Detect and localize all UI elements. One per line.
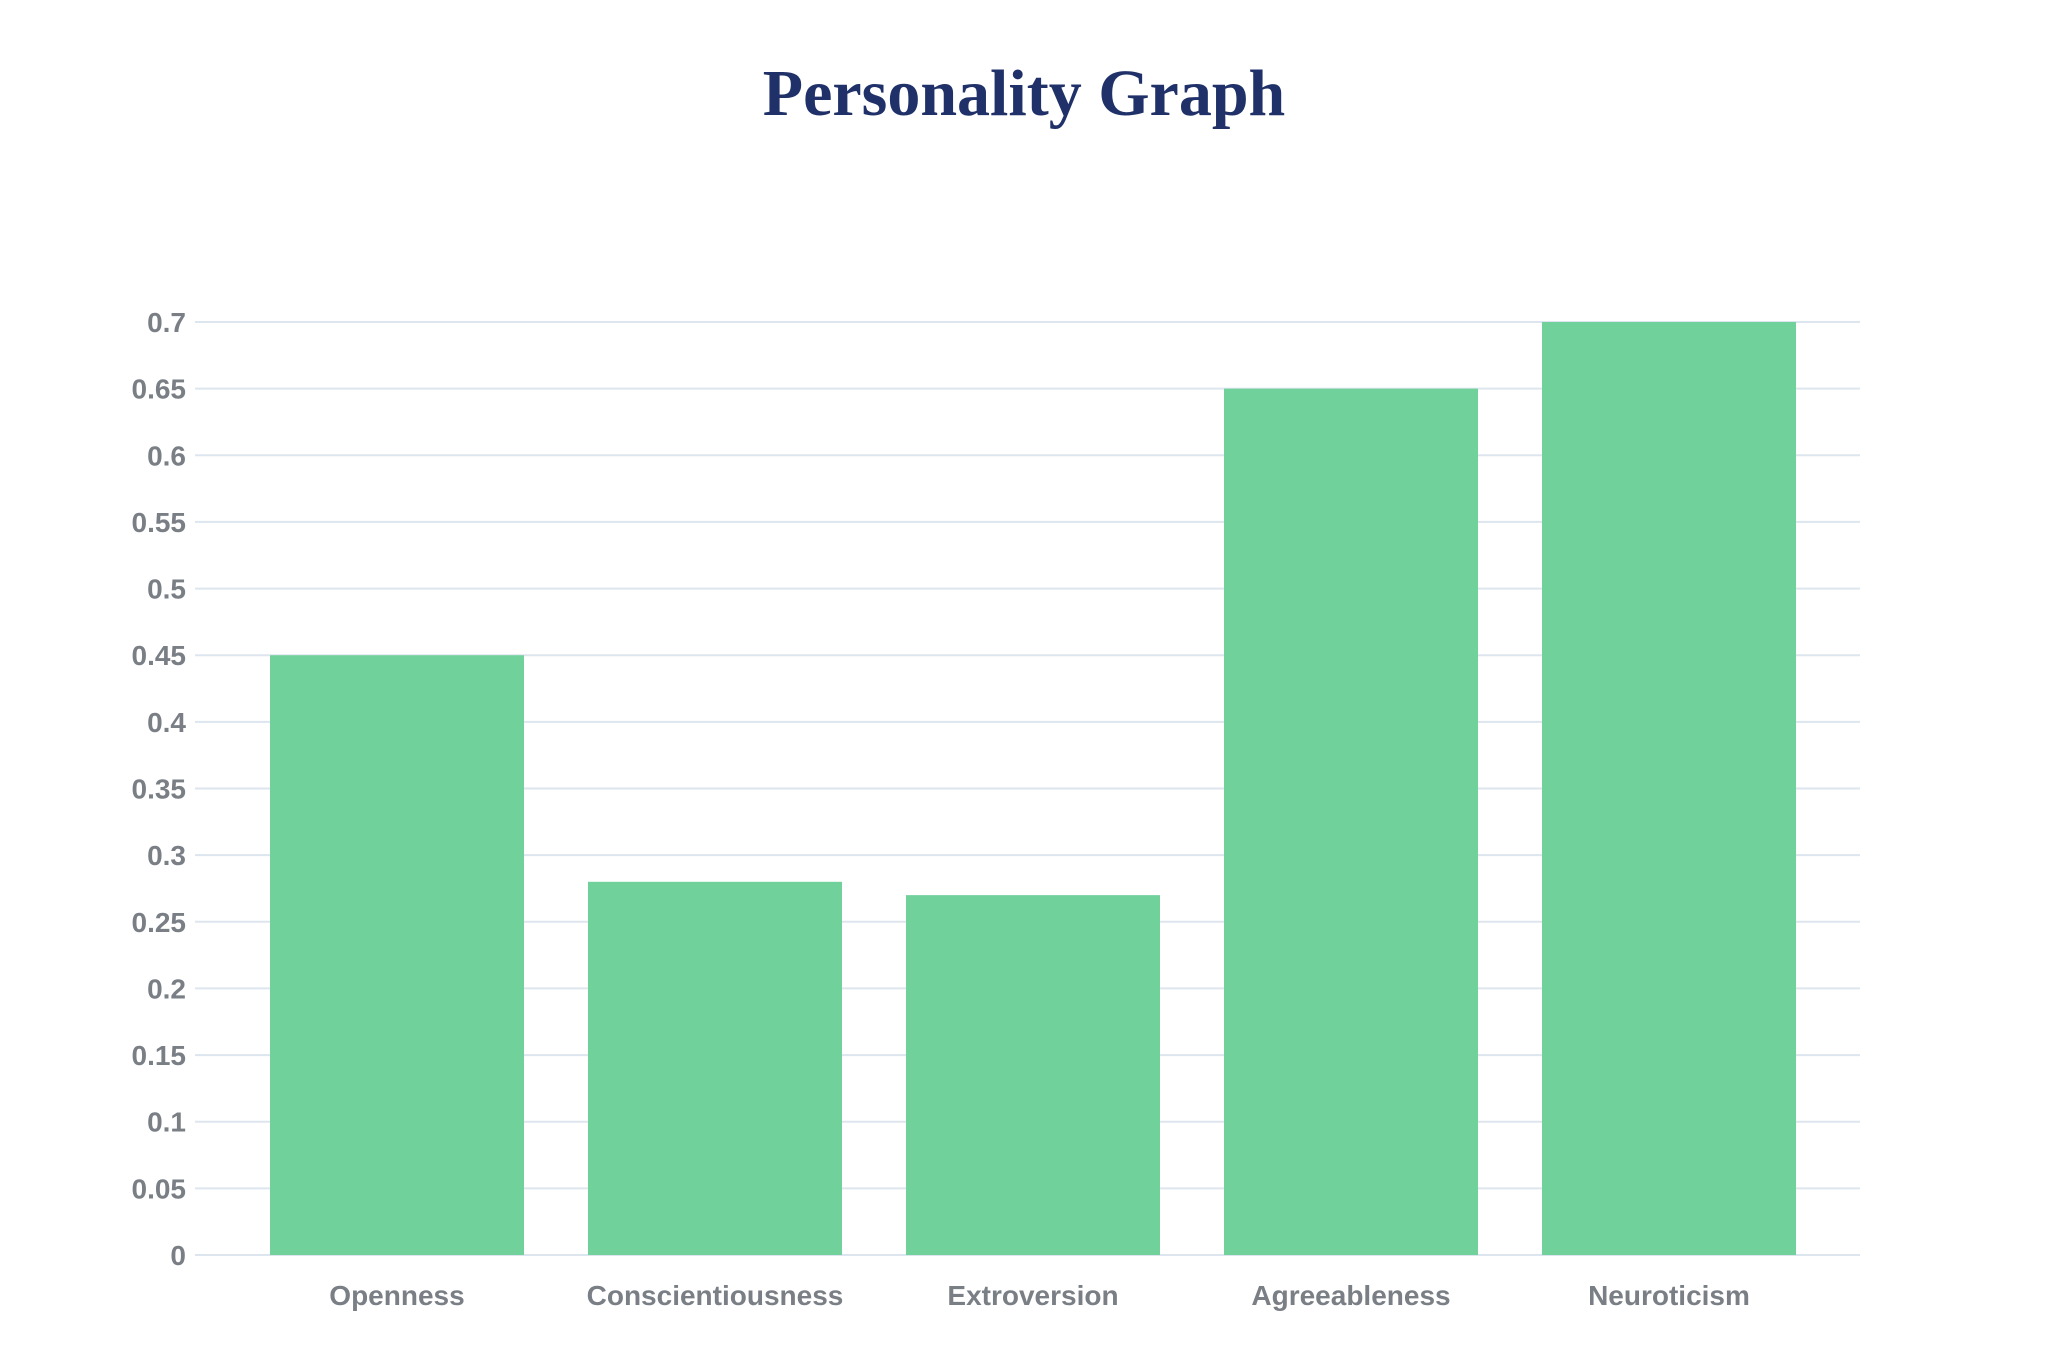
- y-tick-label: 0.35: [132, 774, 187, 805]
- y-axis-ticks: 0 0.05 0.1 0.15 0.2 0.25 0.3 0.35 0.4 0.45 0.5 0.55…: [132, 307, 187, 1271]
- x-tick-label: Conscientiousness: [587, 1280, 844, 1311]
- y-tick-label: 0.05: [132, 1173, 187, 1204]
- bar-conscientiousness: [588, 881, 842, 1255]
- bar-agreeableness: [1224, 388, 1478, 1256]
- y-tick-label: 0.4: [147, 707, 186, 738]
- x-tick-label: Agreeableness: [1251, 1280, 1450, 1311]
- y-tick-label: 0.2: [147, 973, 186, 1004]
- y-tick-label: 0.5: [147, 574, 186, 605]
- x-tick-label: Openness: [329, 1280, 464, 1311]
- y-tick-label: 0.6: [147, 440, 186, 471]
- x-tick-label: Extroversion: [947, 1280, 1118, 1311]
- y-tick-label: 0.55: [132, 507, 187, 538]
- bar-neuroticism: [1542, 322, 1796, 1255]
- y-tick-label: 0: [170, 1240, 186, 1271]
- y-tick-label: 0.1: [147, 1107, 186, 1138]
- y-tick-label: 0.3: [147, 840, 186, 871]
- y-tick-label: 0.15: [132, 1040, 187, 1071]
- chart-title: Personality Graph: [762, 57, 1286, 130]
- x-tick-label: Neuroticism: [1588, 1280, 1750, 1311]
- y-tick-label: 0.45: [132, 640, 187, 671]
- y-tick-label: 0.25: [132, 907, 187, 938]
- y-tick-label: 0.65: [132, 374, 187, 405]
- bars: [270, 322, 1796, 1256]
- y-tick-label: 0.7: [147, 307, 186, 338]
- bar-extroversion: [906, 895, 1160, 1255]
- bar-openness: [270, 655, 524, 1255]
- x-axis-ticks: Openness Conscientiousness Extroversion Agr…: [329, 1280, 1750, 1311]
